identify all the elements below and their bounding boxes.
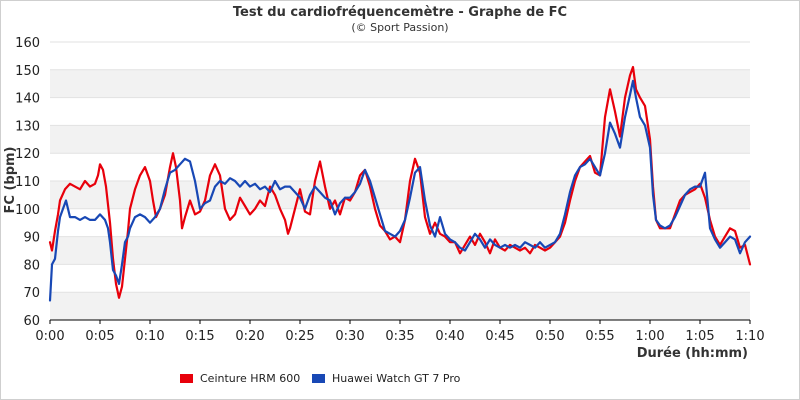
- grid-band: [50, 264, 750, 293]
- y-tick-label: 120: [15, 147, 40, 162]
- y-tick-label: 70: [23, 286, 40, 301]
- grid-band: [50, 97, 750, 126]
- y-tick-label: 100: [15, 203, 40, 218]
- x-tick-label: 0:50: [535, 329, 564, 344]
- series-line-huawei: [48, 79, 752, 302]
- y-tick-label: 60: [23, 314, 40, 329]
- x-tick-label: 0:05: [85, 329, 114, 344]
- x-tick-label: 0:00: [35, 329, 64, 344]
- legend-swatch-ceinture: [180, 374, 193, 383]
- y-tick-label: 140: [15, 92, 40, 107]
- y-tick-label: 80: [23, 258, 40, 273]
- legend-label-huawei: Huawei Watch GT 7 Pro: [332, 372, 461, 385]
- x-tick-label: 1:00: [635, 329, 664, 344]
- x-tick-label: 0:25: [285, 329, 314, 344]
- x-tick-label: 1:10: [735, 329, 764, 344]
- x-tick-label: 0:30: [335, 329, 364, 344]
- y-tick-label: 110: [15, 175, 40, 190]
- x-tick-label: 0:45: [485, 329, 514, 344]
- x-tick-label: 0:20: [235, 329, 264, 344]
- data-series: [48, 65, 752, 302]
- x-tick-label: 1:05: [685, 329, 714, 344]
- grid-band: [50, 292, 750, 320]
- y-tick-label: 160: [15, 36, 40, 51]
- x-axis-title: Durée (hh:mm): [637, 346, 748, 361]
- grid-band: [50, 69, 750, 98]
- x-tick-label: 0:40: [435, 329, 464, 344]
- x-axis-ticks: 0:00 0:05 0:10 0:15 0:20 0:25 0:30 0:35 0:40 0:45…: [35, 320, 765, 344]
- y-tick-label: 150: [15, 64, 40, 79]
- y-axis-title: FC (bpm): [3, 147, 18, 214]
- y-tick-label: 90: [23, 231, 40, 246]
- x-tick-label: 0:10: [135, 329, 164, 344]
- grid-band: [50, 181, 750, 209]
- y-axis-ticks: 60 70 80 90 100 110 120 130 140 150 160: [15, 36, 40, 329]
- legend-swatch-huawei: [312, 374, 325, 383]
- x-tick-label: 0:35: [385, 329, 414, 344]
- x-tick-label: 0:55: [585, 329, 614, 344]
- grid-band: [50, 42, 750, 70]
- x-tick-label: 0:15: [185, 329, 214, 344]
- grid-band: [50, 125, 750, 154]
- legend: Ceinture HRM 600 Huawei Watch GT 7 Pro: [180, 372, 461, 385]
- legend-label-ceinture: Ceinture HRM 600: [200, 372, 300, 385]
- y-tick-label: 130: [15, 119, 40, 134]
- chart-title: Test du cardiofréquencemètre - Graphe de…: [233, 5, 567, 20]
- series-line-ceinture: [48, 65, 752, 299]
- grid-band: [50, 153, 750, 181]
- chart-subtitle: (© Sport Passion): [351, 21, 448, 34]
